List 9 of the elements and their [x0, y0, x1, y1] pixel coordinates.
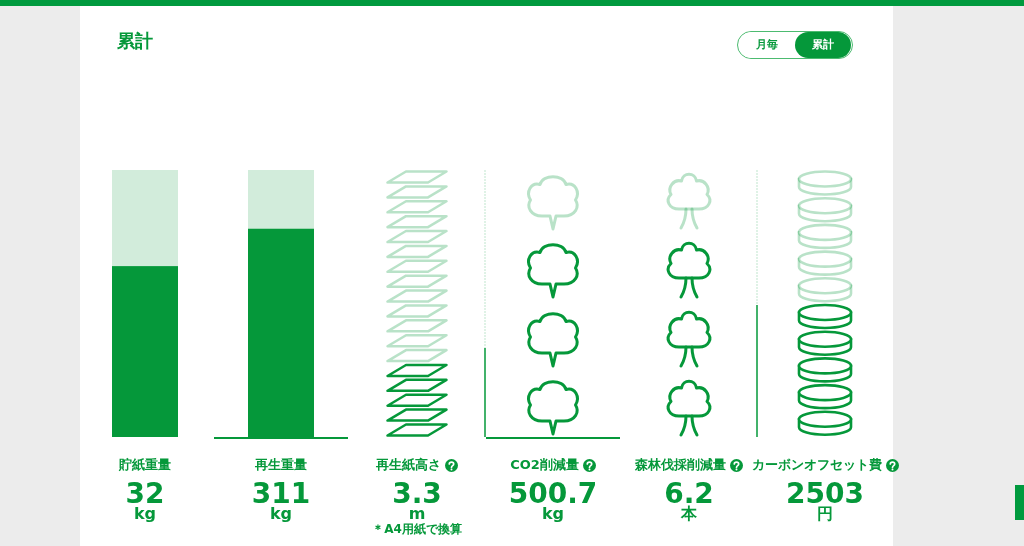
category-label: 貯紙重量	[118, 457, 171, 473]
category-label: CO2削減量	[510, 457, 579, 473]
view-toggle[interactable]: 月毎 累計	[737, 31, 853, 59]
text: ＊A4用紙で換算	[372, 522, 462, 536]
category-label: カーボンオフセット費	[751, 457, 882, 473]
category-label: 森林伐採削減量	[634, 457, 726, 473]
category-label: 再生重量	[254, 457, 307, 473]
text: 累計	[116, 30, 153, 51]
category-label: 再生紙高さ	[375, 457, 441, 473]
